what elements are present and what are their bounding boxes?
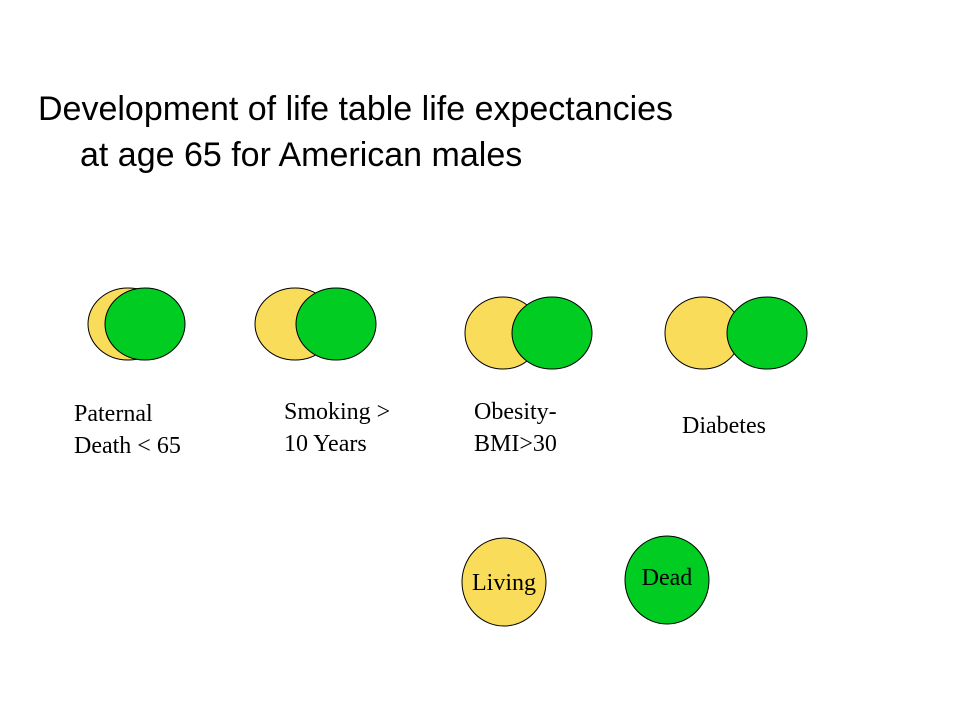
factor-label-diabetes: Diabetes bbox=[682, 410, 766, 442]
title-line-1: Development of life table life expectanc… bbox=[38, 90, 674, 128]
legend-dead-label: Dead bbox=[642, 565, 693, 591]
factor-label-smoking: Smoking > 10 Years bbox=[284, 396, 390, 460]
factor-label-line-1: Smoking > bbox=[284, 399, 391, 425]
title-line-2: at age 65 for American males bbox=[80, 136, 523, 174]
factor-label-paternal-death: Paternal Death < 65 bbox=[74, 398, 181, 462]
dead-circle bbox=[726, 296, 808, 370]
dead-circle bbox=[104, 287, 186, 361]
factor-label-line-2: 10 Years bbox=[284, 431, 367, 457]
slide-title: Development of life table life expectanc… bbox=[38, 86, 918, 178]
factor-obesity-circles bbox=[464, 296, 593, 370]
factor-diabetes-circles bbox=[664, 296, 808, 370]
factor-label-obesity: Obesity- BMI>30 bbox=[474, 396, 557, 460]
factor-label-line-1: Obesity- bbox=[474, 399, 557, 425]
legend-dead-circle bbox=[624, 535, 710, 625]
factor-label-line-1: Diabetes bbox=[682, 413, 766, 439]
factor-label-line-2: BMI>30 bbox=[474, 431, 557, 457]
factor-label-line-1: Paternal bbox=[74, 401, 153, 427]
factor-smoking-circles bbox=[254, 287, 377, 361]
legend-living-circle bbox=[461, 537, 547, 627]
legend-living-label: Living bbox=[472, 570, 536, 596]
factor-label-line-2: Death < 65 bbox=[74, 433, 181, 459]
factor-paternal-death-circles bbox=[87, 287, 186, 361]
legend: Living Dead bbox=[461, 535, 710, 627]
dead-circle bbox=[511, 296, 593, 370]
dead-circle bbox=[295, 287, 377, 361]
